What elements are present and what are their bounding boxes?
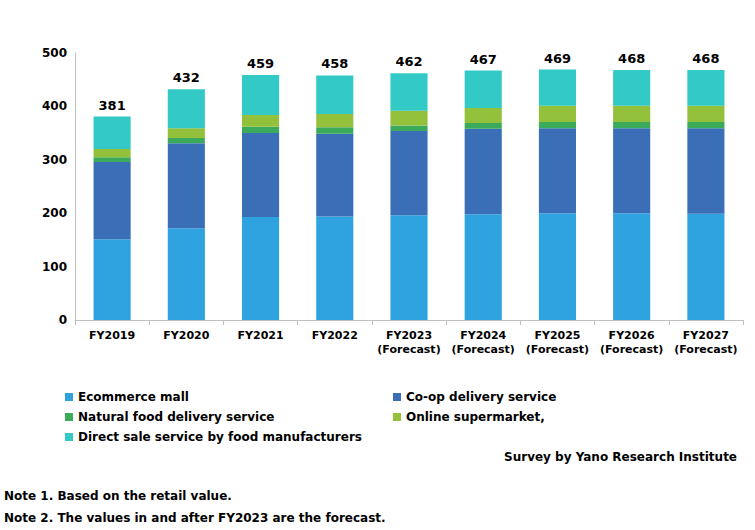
svg-text:(Forecast): (Forecast) bbox=[452, 343, 515, 356]
svg-text:FY2024: FY2024 bbox=[460, 329, 506, 342]
svg-text:Note 2. The values in and afte: Note 2. The values in and after FY2023 a… bbox=[4, 511, 386, 525]
svg-text:Natural food delivery service: Natural food delivery service bbox=[78, 410, 274, 424]
svg-text:Co-op delivery service: Co-op delivery service bbox=[406, 390, 556, 404]
svg-text:500: 500 bbox=[42, 46, 67, 60]
svg-text:FY2023: FY2023 bbox=[386, 329, 432, 342]
svg-text:459: 459 bbox=[247, 56, 274, 71]
svg-text:FY2021: FY2021 bbox=[238, 329, 284, 342]
svg-text:469: 469 bbox=[544, 51, 571, 66]
svg-text:FY2020: FY2020 bbox=[163, 329, 209, 342]
svg-text:Ecommerce mall: Ecommerce mall bbox=[78, 390, 189, 404]
svg-text:(Forecast): (Forecast) bbox=[526, 343, 589, 356]
svg-text:FY2025: FY2025 bbox=[534, 329, 580, 342]
svg-text:FY2022: FY2022 bbox=[312, 329, 358, 342]
svg-text:462: 462 bbox=[395, 54, 422, 69]
svg-text:467: 467 bbox=[470, 52, 497, 67]
svg-text:432: 432 bbox=[173, 70, 200, 85]
svg-text:(Forecast): (Forecast) bbox=[600, 343, 663, 356]
svg-text:FY2019: FY2019 bbox=[89, 329, 135, 342]
svg-text:458: 458 bbox=[321, 56, 348, 71]
svg-text:Direct sale service by food ma: Direct sale service by food manufacturer… bbox=[78, 430, 362, 444]
svg-text:400: 400 bbox=[42, 99, 67, 113]
svg-text:381: 381 bbox=[99, 98, 126, 113]
svg-text:200: 200 bbox=[42, 206, 67, 220]
svg-text:Note 1. Based on the retail va: Note 1. Based on the retail value. bbox=[4, 489, 232, 503]
svg-text:Survey by Yano Research Instit: Survey by Yano Research Institute bbox=[504, 450, 737, 464]
svg-text:FY2026: FY2026 bbox=[609, 329, 655, 342]
svg-text:0: 0 bbox=[59, 313, 67, 327]
svg-text:300: 300 bbox=[42, 153, 67, 167]
svg-text:100: 100 bbox=[42, 260, 67, 274]
svg-text:FY2027: FY2027 bbox=[683, 329, 729, 342]
svg-text:468: 468 bbox=[692, 51, 719, 66]
svg-text:468: 468 bbox=[618, 51, 645, 66]
svg-text:Online supermarket,: Online supermarket, bbox=[406, 410, 545, 424]
svg-text:(Forecast): (Forecast) bbox=[377, 343, 440, 356]
svg-text:(Forecast): (Forecast) bbox=[674, 343, 737, 356]
